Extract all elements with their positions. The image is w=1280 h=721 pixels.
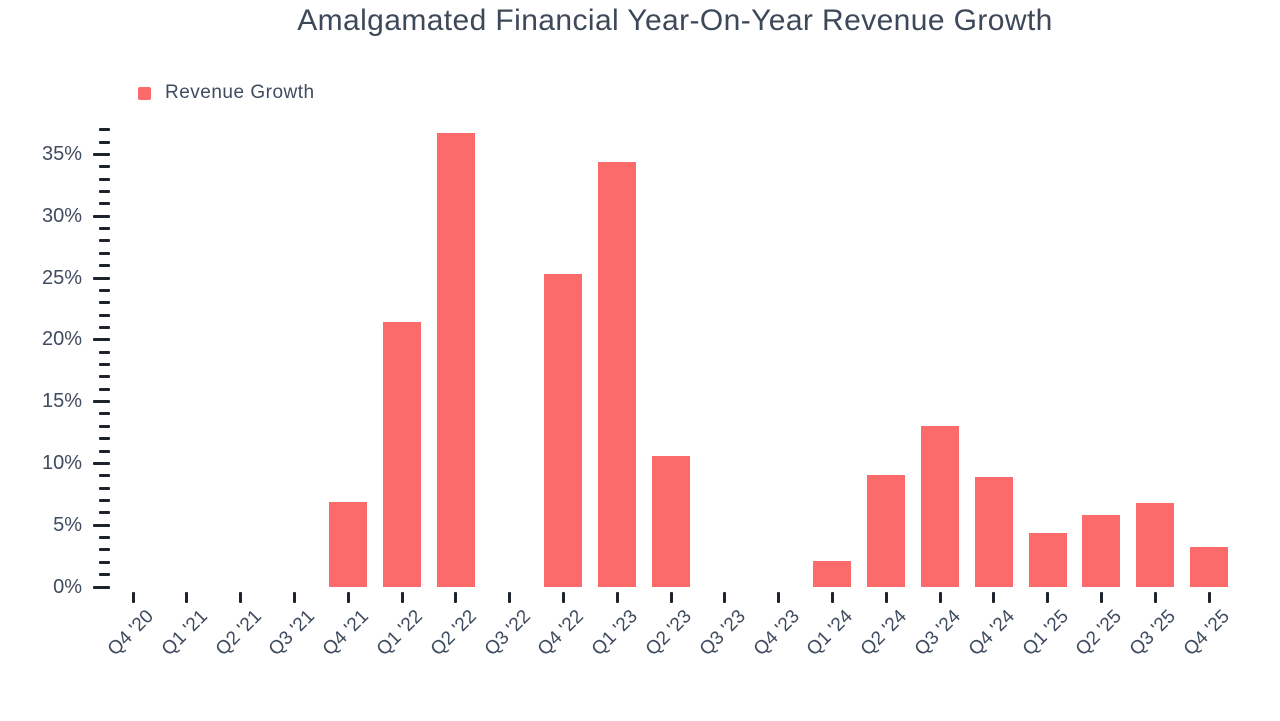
y-axis-tick bbox=[99, 140, 110, 144]
bar-q4-25[interactable] bbox=[1190, 547, 1228, 587]
y-axis-label: 20% bbox=[41, 328, 82, 351]
bar-q2-25[interactable] bbox=[1082, 515, 1121, 587]
y-axis-label: 15% bbox=[41, 390, 82, 413]
x-axis-tick bbox=[561, 592, 565, 603]
x-axis-tick bbox=[723, 592, 727, 603]
y-axis-tick bbox=[99, 177, 110, 181]
x-axis-tick bbox=[1046, 592, 1050, 603]
bar-q2-22[interactable] bbox=[436, 133, 475, 587]
y-axis-tick bbox=[99, 536, 110, 540]
x-axis-tick bbox=[777, 592, 781, 603]
x-axis-tick bbox=[508, 592, 512, 603]
y-axis-tick bbox=[99, 301, 110, 305]
y-axis-tick bbox=[99, 573, 110, 577]
y-axis-tick bbox=[93, 214, 110, 218]
y-axis-tick bbox=[99, 251, 110, 255]
bar-q1-25[interactable] bbox=[1028, 532, 1067, 587]
legend-swatch-icon bbox=[138, 86, 151, 100]
y-axis-tick bbox=[99, 375, 110, 379]
x-axis-tick bbox=[884, 592, 888, 603]
y-axis-tick bbox=[93, 523, 110, 527]
y-axis-tick bbox=[99, 474, 110, 478]
x-axis-tick bbox=[185, 592, 189, 603]
bar-q4-24[interactable] bbox=[974, 476, 1013, 587]
y-axis-label: 5% bbox=[53, 513, 82, 536]
y-axis-tick bbox=[99, 449, 110, 453]
y-axis-label: 0% bbox=[53, 575, 82, 598]
y-axis-tick bbox=[99, 227, 110, 231]
y-axis-label: 30% bbox=[41, 204, 82, 227]
x-axis-tick bbox=[615, 592, 619, 603]
y-axis-tick bbox=[93, 276, 110, 280]
y-axis-tick bbox=[99, 128, 110, 132]
x-axis-tick bbox=[992, 592, 996, 603]
y-axis-tick bbox=[93, 400, 110, 404]
x-axis-tick bbox=[292, 592, 296, 603]
y-axis-tick bbox=[99, 511, 110, 515]
chart-title: Amalgamated Financial Year-On-Year Reven… bbox=[297, 4, 1053, 37]
x-axis-tick bbox=[669, 592, 673, 603]
y-axis-tick bbox=[99, 350, 110, 354]
bar-q2-23[interactable] bbox=[652, 455, 690, 587]
bar-q4-22[interactable] bbox=[544, 274, 583, 587]
x-axis-tick bbox=[1099, 592, 1103, 603]
bar-q3-25[interactable] bbox=[1136, 502, 1175, 587]
y-axis-tick bbox=[99, 202, 110, 206]
y-axis-tick bbox=[99, 264, 110, 268]
bar-q4-21[interactable] bbox=[329, 501, 368, 587]
y-axis-label: 10% bbox=[41, 451, 82, 474]
y-axis-tick bbox=[99, 189, 110, 193]
x-axis-tick bbox=[131, 592, 135, 603]
x-axis-tick bbox=[1207, 592, 1211, 603]
y-axis-tick bbox=[99, 437, 110, 441]
x-axis-tick bbox=[239, 592, 243, 603]
x-axis-tick bbox=[830, 592, 834, 603]
y-axis-tick bbox=[99, 363, 110, 367]
y-axis-tick bbox=[99, 424, 110, 428]
x-axis-tick bbox=[1153, 592, 1157, 603]
x-axis-tick bbox=[346, 592, 350, 603]
y-axis-label: 25% bbox=[41, 266, 82, 289]
y-axis-tick bbox=[93, 585, 110, 589]
y-axis-tick bbox=[99, 239, 110, 243]
bar-q1-23[interactable] bbox=[598, 161, 637, 587]
y-axis-tick bbox=[93, 461, 110, 465]
y-axis-tick bbox=[99, 165, 110, 169]
y-axis-tick bbox=[99, 560, 110, 564]
y-axis-tick bbox=[99, 548, 110, 552]
bar-q1-22[interactable] bbox=[383, 322, 421, 587]
y-axis-label: 35% bbox=[41, 142, 82, 165]
bar-q3-24[interactable] bbox=[921, 426, 959, 587]
legend-item-revenue-growth[interactable]: Revenue Growth bbox=[138, 80, 315, 106]
y-axis-tick bbox=[99, 288, 110, 292]
legend-label: Revenue Growth bbox=[165, 82, 315, 103]
y-axis-tick bbox=[93, 338, 110, 342]
y-axis-tick bbox=[99, 313, 110, 317]
y-axis-tick bbox=[99, 325, 110, 329]
x-axis-tick bbox=[938, 592, 942, 603]
y-axis-tick bbox=[93, 152, 110, 156]
x-axis-tick bbox=[400, 592, 404, 603]
bar-q1-24[interactable] bbox=[813, 561, 852, 587]
y-axis-tick bbox=[99, 498, 110, 502]
y-axis-tick bbox=[99, 486, 110, 490]
x-axis-tick bbox=[454, 592, 458, 603]
y-axis-tick bbox=[99, 412, 110, 416]
bar-q2-24[interactable] bbox=[867, 474, 906, 587]
y-axis-tick bbox=[99, 387, 110, 391]
